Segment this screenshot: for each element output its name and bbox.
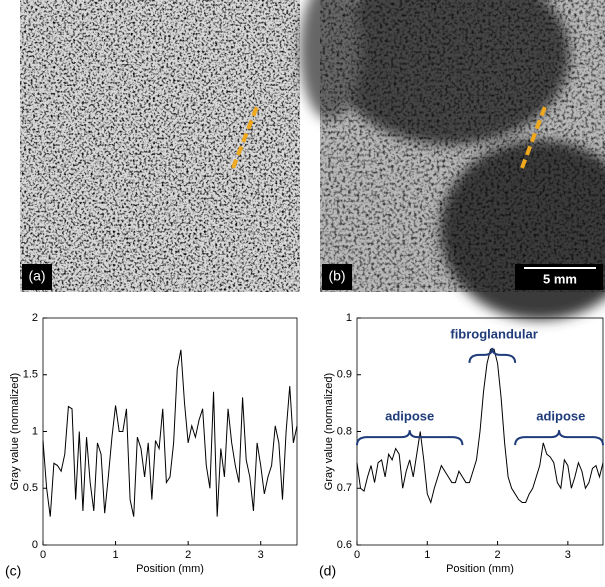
y-tick-label: 0 <box>32 539 38 551</box>
y-axis-label: Gray value (normalized) <box>9 373 21 490</box>
plot-frame <box>42 317 298 546</box>
data-line <box>42 349 298 517</box>
x-tick-label: 2 <box>185 549 191 561</box>
y-tick-label: 0.6 <box>337 539 352 551</box>
brace <box>468 347 517 363</box>
annotation: adipose <box>536 409 585 424</box>
panel-label: (b) <box>328 268 345 284</box>
panel-label: (c) <box>5 563 21 579</box>
annotation: adipose <box>385 409 434 424</box>
x-tick-label: 0 <box>354 549 360 561</box>
x-tick-label: 3 <box>565 549 571 561</box>
y-tick-label: 0.5 <box>23 482 38 494</box>
y-tick-label: 1.5 <box>23 369 38 381</box>
x-tick-label: 0 <box>40 549 46 561</box>
image-b: (b) 5 mm <box>300 0 605 320</box>
y-tick-label: 2 <box>32 312 38 324</box>
brace <box>514 430 604 446</box>
brace <box>356 430 464 446</box>
y-axis-label: Gray value (normalized) <box>323 373 335 490</box>
annotation: fibroglandular <box>450 326 537 341</box>
y-tick-label: 1 <box>346 312 352 324</box>
x-tick-label: 1 <box>424 549 430 561</box>
x-axis-label: Position (mm) <box>446 563 514 575</box>
x-tick-label: 3 <box>258 549 264 561</box>
data-line <box>356 348 604 505</box>
x-tick-label: 1 <box>113 549 119 561</box>
image-a: (a) <box>20 0 300 292</box>
x-tick-label: 2 <box>495 549 501 561</box>
y-tick-label: 0.7 <box>337 482 352 494</box>
y-tick-label: 1 <box>32 425 38 437</box>
y-tick-label: 0.9 <box>337 369 352 381</box>
scale-bar-label: 5 mm <box>543 271 577 286</box>
panel-label: (d) <box>319 563 336 579</box>
x-axis-label: Position (mm) <box>136 563 204 575</box>
panel-label: (a) <box>28 268 45 284</box>
y-tick-label: 0.8 <box>337 425 352 437</box>
